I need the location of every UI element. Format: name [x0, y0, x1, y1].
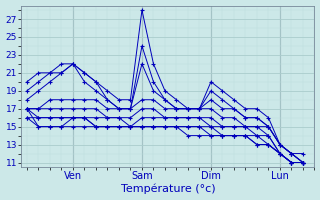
- X-axis label: Température (°c): Température (°c): [121, 184, 215, 194]
